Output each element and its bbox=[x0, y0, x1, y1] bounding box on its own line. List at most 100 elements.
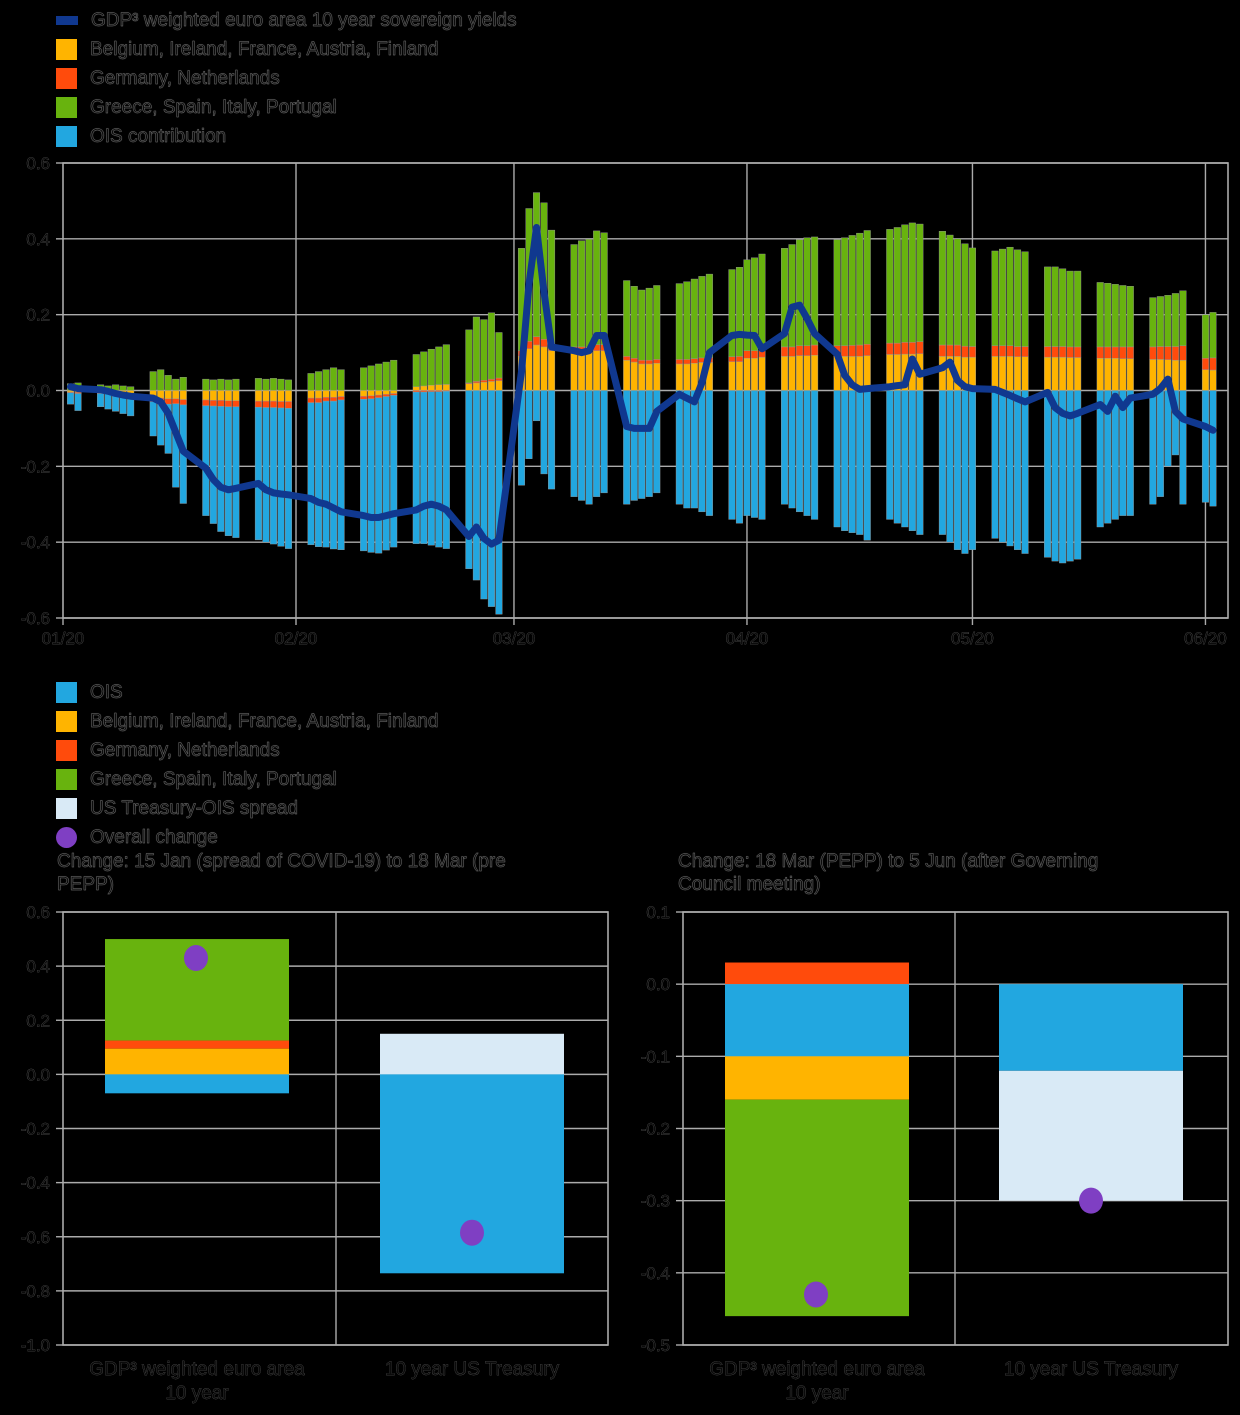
bar-segment-befr bbox=[593, 350, 601, 391]
bar-segment-ois bbox=[254, 406, 262, 541]
bar-segment-ois bbox=[412, 391, 420, 544]
bar-segment-befr bbox=[277, 390, 285, 402]
bar-segment-gisp bbox=[1051, 266, 1059, 347]
bar-segment-ois bbox=[675, 390, 683, 505]
bar-segment-befr bbox=[1074, 357, 1082, 391]
bar-segment-ois bbox=[570, 390, 578, 497]
bar-segment-ois bbox=[690, 390, 698, 509]
bar-segment-denl bbox=[803, 345, 811, 356]
y-tick-label: -0.6 bbox=[21, 609, 50, 628]
y-tick-label: -0.4 bbox=[21, 1174, 50, 1193]
bar-segment-ois bbox=[623, 390, 631, 505]
befr-swatch-icon bbox=[56, 39, 77, 60]
bar-segment-befr bbox=[788, 356, 796, 391]
ois-swatch-icon bbox=[56, 126, 77, 147]
legend-label: Greece, Spain, Italy, Portugal bbox=[90, 768, 337, 790]
y-tick-label: -1.0 bbox=[21, 1336, 50, 1355]
bar-segment-denl bbox=[1201, 358, 1209, 370]
bar-segment-denl bbox=[105, 1040, 289, 1049]
bar-segment-denl bbox=[337, 396, 345, 401]
bar-segment-gisp bbox=[638, 289, 646, 361]
bar-segment-gisp bbox=[728, 269, 736, 357]
legend-label: GDP³ weighted euro area 10 year sovereig… bbox=[91, 9, 517, 31]
bar-segment-gisp bbox=[262, 378, 270, 391]
bar-segment-befr bbox=[472, 382, 480, 391]
bar-segment-ust bbox=[999, 1070, 1183, 1201]
bar-segment-ois bbox=[525, 390, 533, 459]
bar-segment-denl bbox=[1171, 346, 1179, 361]
x-tick-label: 04/20 bbox=[726, 629, 769, 648]
legend-label: Overall change bbox=[90, 826, 218, 848]
bar-segment-ois bbox=[758, 390, 766, 520]
bar-segment-denl bbox=[262, 400, 270, 408]
bar-segment-befr bbox=[683, 363, 691, 391]
bar-segment-denl bbox=[886, 342, 894, 355]
bar-segment-gisp bbox=[848, 235, 856, 346]
legend-label: Germany, Netherlands bbox=[90, 67, 280, 89]
overall-change-dot bbox=[804, 1281, 828, 1308]
denl-swatch-icon bbox=[56, 740, 77, 761]
bar-segment-befr bbox=[1104, 358, 1112, 391]
bar-segment-denl bbox=[1156, 346, 1164, 360]
bar-segment-ois bbox=[307, 402, 315, 546]
y-tick-label: 0.0 bbox=[26, 382, 50, 401]
bar-segment-denl bbox=[630, 358, 638, 363]
bar-segment-denl bbox=[653, 359, 661, 364]
bar-segment-ois bbox=[863, 390, 871, 541]
bar-segment-befr bbox=[164, 390, 172, 400]
bar-segment-ust bbox=[380, 1033, 564, 1075]
bar-segment-befr bbox=[1119, 358, 1127, 391]
bar-segment-gisp bbox=[705, 273, 713, 358]
bar-segment-gisp bbox=[1021, 251, 1029, 347]
bar-segment-ois bbox=[1179, 390, 1187, 505]
bar-segment-gisp bbox=[630, 286, 638, 359]
bar-segment-ois bbox=[427, 391, 435, 546]
bar-segment-gisp bbox=[1164, 295, 1172, 347]
bar-segment-befr bbox=[690, 363, 698, 391]
y-tick-label: 0.0 bbox=[646, 975, 670, 994]
bar-segment-gisp bbox=[209, 379, 217, 391]
bar-segment-denl bbox=[382, 394, 390, 397]
bar-segment-gisp bbox=[1209, 312, 1217, 359]
bar-segment-gisp bbox=[179, 377, 187, 391]
bar-segment-ois bbox=[465, 390, 473, 569]
legend-item-ois: OIS bbox=[56, 678, 439, 707]
bar-segment-denl bbox=[322, 397, 330, 402]
bar-segment-denl bbox=[284, 401, 292, 409]
bar-segment-denl bbox=[360, 395, 368, 400]
bar-segment-befr bbox=[495, 380, 503, 391]
bar-segment-gisp bbox=[788, 244, 796, 348]
bar-segment-denl bbox=[743, 350, 751, 359]
bar-segment-denl bbox=[420, 390, 428, 393]
bar-segment-gisp bbox=[645, 287, 653, 361]
bar-segment-befr bbox=[465, 383, 473, 391]
bar-segment-befr bbox=[209, 390, 217, 401]
bar-segment-befr bbox=[803, 355, 811, 391]
bar-segment-gisp bbox=[1044, 266, 1052, 347]
bar-segment-gisp bbox=[961, 243, 969, 347]
bar-segment-befr bbox=[796, 355, 804, 391]
bar-segment-gisp bbox=[833, 239, 841, 346]
bar-segment-befr bbox=[224, 390, 232, 401]
bar-segment-gisp bbox=[743, 259, 751, 351]
bar-segment-denl bbox=[991, 345, 999, 357]
bar-segment-denl bbox=[848, 345, 856, 357]
bar-segment-denl bbox=[330, 397, 338, 402]
bar-segment-denl bbox=[856, 344, 864, 357]
legend-label: US Treasury-OIS spread bbox=[90, 797, 299, 819]
title-line: PEPP) bbox=[57, 874, 115, 895]
bar-segment-befr bbox=[330, 390, 338, 398]
bar-segment-ois bbox=[104, 393, 112, 410]
bar-segment-befr bbox=[570, 352, 578, 391]
bar-segment-ois bbox=[999, 390, 1007, 543]
bar-segment-denl bbox=[811, 344, 819, 356]
bar-segment-ois bbox=[938, 390, 946, 535]
bar-segment-denl bbox=[164, 398, 172, 405]
bar-segment-gisp bbox=[901, 224, 909, 343]
legend-item-gisp: Greece, Spain, Italy, Portugal bbox=[56, 765, 439, 794]
bar-segment-befr bbox=[540, 346, 548, 391]
bar-segment-ois bbox=[1044, 390, 1052, 558]
bar-segment-befr bbox=[1126, 358, 1134, 391]
bar-segment-ois bbox=[149, 401, 157, 437]
category-label: 10 year bbox=[165, 1383, 229, 1404]
